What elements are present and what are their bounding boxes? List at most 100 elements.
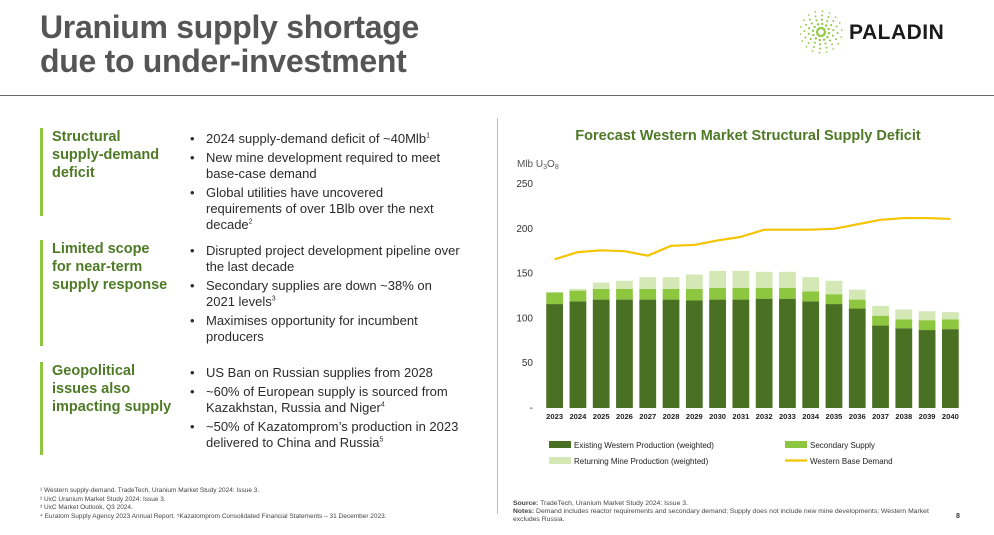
bar-secondary-2029 — [685, 288, 703, 301]
bullet-item: Global utilities have uncovered requirem… — [190, 185, 460, 233]
footnote-3: ³ UxC Market Outlook, Q3 2024. — [40, 504, 133, 511]
bar-returning-2027 — [639, 277, 657, 289]
bullet-text: New mine development required to meet ba… — [206, 150, 441, 181]
x-tick-label: 2029 — [686, 412, 703, 421]
section-title-1-line-3: deficit — [52, 165, 95, 181]
bullet-footnote-ref: 1 — [426, 132, 430, 140]
footnote-2: ² UxC Uranium Market Study 2024: Issue 3… — [40, 495, 166, 503]
x-tick-label: 2036 — [849, 412, 866, 421]
bar-returning-2039 — [918, 311, 936, 321]
demand-line-series — [554, 216, 951, 261]
y-tick-label: 250 — [516, 179, 533, 190]
bar-returning-2026 — [616, 280, 633, 289]
bar-returning-2030 — [709, 270, 726, 288]
bullet-item: US Ban on Russian supplies from 2028 — [190, 365, 460, 381]
bar-existing-2029 — [685, 300, 703, 408]
footnote-4: ⁴ Euratom Supply Agency 2023 Annual Repo… — [40, 512, 387, 520]
section-structural-deficit: Structural supply-demand deficit — [40, 128, 180, 216]
bar-secondary-2031 — [732, 287, 750, 300]
section-title-1-line-1: Structural — [52, 129, 121, 145]
bullet-item: ~50% of Kazatomprom’s production in 2023… — [190, 419, 460, 451]
paladin-burst-icon — [799, 10, 843, 54]
bar-existing-2034 — [802, 301, 820, 408]
x-tick-label: 2023 — [546, 412, 563, 421]
column-divider — [497, 118, 498, 514]
legend-label: Returning Mine Production (weighted) — [574, 457, 709, 466]
x-tick-label: 2027 — [639, 412, 656, 421]
y-tick-label: 100 — [516, 313, 533, 324]
bar-secondary-2028 — [662, 288, 680, 300]
source-line: Source: TradeTech, Uranium Market Study … — [513, 500, 933, 508]
section-title-1-line-2: supply-demand — [52, 147, 160, 163]
legend-label: Western Base Demand — [810, 457, 893, 466]
bar-returning-2029 — [685, 274, 703, 289]
bar-returning-2031 — [732, 270, 750, 288]
y-axis-label-sub-2: 8 — [555, 164, 559, 171]
chart-source: Source: TradeTech, Uranium Market Study … — [513, 500, 933, 525]
source-label: Source: — [513, 500, 539, 507]
bar-existing-2028 — [662, 299, 680, 408]
section-title-3-line-3: impacting supply — [52, 399, 172, 415]
bar-secondary-2027 — [639, 288, 657, 300]
bar-secondary-2038 — [895, 319, 913, 329]
bullets-geopolitical: US Ban on Russian supplies from 2028 ~60… — [190, 365, 460, 454]
bullet-item: Maximises opportunity for incumbent prod… — [190, 313, 460, 345]
bar-secondary-2036 — [848, 299, 866, 309]
section-title-1: Structural supply-demand deficit — [52, 128, 180, 182]
bar-existing-2025 — [592, 299, 610, 408]
bullet-text: 2024 supply-demand deficit of ~40Mlb — [206, 131, 427, 146]
source-text: TradeTech, Uranium Market Study 2024: Is… — [538, 500, 688, 507]
bullet-footnote-ref: 5 — [379, 436, 384, 444]
page-title: Uranium supply shortage due to under-inv… — [40, 10, 419, 78]
header-divider — [0, 95, 994, 96]
bullet-text: Maximises opportunity for incumbent prod… — [206, 313, 418, 344]
bullet-item: New mine development required to meet ba… — [190, 150, 460, 182]
bullets-limited-scope: Disrupted project development pipeline o… — [190, 243, 460, 348]
footnote-1: ¹ Western supply-demand. TradeTech, Uran… — [40, 487, 260, 494]
x-tick-label: 2030 — [709, 412, 726, 421]
x-tick-label: 2024 — [569, 412, 587, 421]
page-title-line-2: due to under-investment — [40, 43, 407, 79]
x-tick-label: 2031 — [732, 412, 750, 421]
bullets-structural-deficit: 2024 supply-demand deficit of ~40Mlb1 Ne… — [190, 131, 460, 236]
bullet-item: Disrupted project development pipeline o… — [190, 243, 460, 275]
bar-existing-2033 — [779, 298, 796, 408]
x-tick-label: 2026 — [616, 412, 633, 421]
x-tick-label: 2032 — [756, 412, 773, 421]
x-tick-label: 2039 — [919, 412, 936, 421]
bar-existing-2027 — [639, 299, 657, 408]
section-title-3-line-1: Geopolitical — [52, 363, 135, 379]
chart-title: Forecast Western Market Structural Suppl… — [575, 128, 921, 144]
y-tick-label: 150 — [516, 269, 533, 280]
bar-returning-2033 — [779, 271, 796, 288]
bar-secondary-2034 — [802, 291, 820, 302]
bar-existing-2026 — [616, 299, 633, 408]
y-tick-label: - — [530, 403, 533, 414]
bar-secondary-2035 — [825, 294, 843, 305]
legend-swatch — [785, 441, 807, 448]
legend-label: Secondary Supply — [810, 441, 875, 450]
y-tick-label: 200 — [516, 224, 533, 235]
bar-existing-2035 — [825, 304, 843, 408]
page-title-line-1: Uranium supply shortage — [40, 9, 419, 45]
bar-returning-2038 — [895, 309, 913, 320]
bar-secondary-2023 — [546, 292, 564, 305]
y-axis-label: Mlb U3O8 — [517, 159, 559, 171]
bullet-footnote-ref: 3 — [271, 295, 276, 303]
bar-existing-2032 — [755, 298, 773, 408]
bar-secondary-2040 — [941, 319, 959, 330]
bullet-footnote-ref: 2 — [248, 218, 253, 226]
section-title-3-line-2: issues also — [52, 381, 131, 397]
section-limited-scope: Limited scope for near-term supply respo… — [40, 240, 180, 346]
section-title-2-line-2: for near-term — [52, 259, 143, 275]
bar-secondary-2039 — [918, 320, 936, 331]
page-number: 8 — [956, 513, 960, 520]
bullet-text: ~60% of European supply is sourced from … — [206, 384, 448, 415]
section-title-2-line-3: supply response — [52, 277, 168, 293]
bar-existing-2038 — [895, 328, 913, 408]
legend-swatch — [549, 457, 571, 464]
bar-returning-2028 — [662, 277, 680, 289]
section-title-3: Geopolitical issues also impacting suppl… — [52, 362, 180, 416]
bar-returning-2036 — [848, 289, 866, 300]
